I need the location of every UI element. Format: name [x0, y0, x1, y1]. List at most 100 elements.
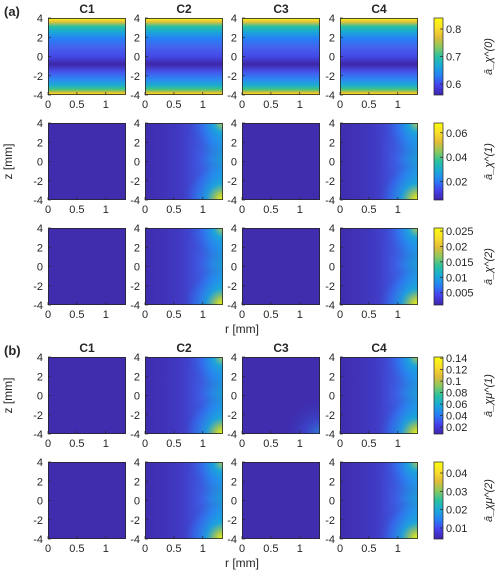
y-tick-label: 0 [37, 496, 43, 508]
colorbar-tick-label: 0.6 [446, 79, 461, 91]
y-tick-label: -2 [325, 410, 335, 422]
heatmap-corner-top [145, 123, 223, 200]
x-tick-label: 0.5 [69, 438, 84, 450]
colorbar-tick-label: 0.06 [446, 399, 467, 411]
heatmap-corner-top [340, 462, 418, 539]
heatmap-panel-row5-c3: 420-2-40 0.5 1 [227, 457, 320, 555]
y-tick-label: 4 [231, 223, 237, 235]
x-tick-label: 0 [239, 309, 245, 321]
x-tick-label: 0 [142, 204, 148, 216]
y-tick-label: 2 [134, 32, 140, 44]
x-tick-label: 0.5 [361, 204, 376, 216]
x-tick-label: 1 [395, 204, 401, 216]
y-tick-label: 4 [134, 118, 140, 130]
y-tick-label: -4 [33, 195, 43, 207]
heatmap-panel-row3-c4: 420-2-40 0.5 1 [325, 223, 418, 321]
y-tick-label: 4 [231, 118, 237, 130]
colorbar [433, 356, 444, 435]
y-tick-label: 2 [134, 476, 140, 488]
y-tick-label: -2 [33, 515, 43, 527]
heatmap-panel-row1-c4: 420-2-40 0.5 1 [325, 13, 418, 111]
y-tick-label: -4 [325, 195, 335, 207]
colorbar-label: ā_χ^(1) [483, 143, 495, 180]
x-tick-label: 0 [142, 99, 148, 111]
y-tick-label: 2 [37, 137, 43, 149]
y-tick-label: -4 [130, 429, 140, 441]
x-tick-label: 1 [200, 543, 206, 555]
y-tick-label: -2 [33, 176, 43, 188]
column-title-c4: C4 [371, 341, 387, 355]
y-tick-label: -2 [130, 281, 140, 293]
x-tick-label: 1 [200, 309, 206, 321]
y-tick-label: -2 [130, 515, 140, 527]
y-tick-label: 0 [329, 262, 335, 274]
y-tick-label: 0 [231, 262, 237, 274]
y-tick-label: -2 [130, 176, 140, 188]
x-tick-label: 0.5 [166, 204, 181, 216]
heatmap-corner-top [145, 228, 223, 305]
x-tick-label: 1 [103, 543, 109, 555]
x-tick-label: 0.5 [263, 309, 278, 321]
y-tick-label: 4 [329, 457, 335, 469]
y-tick-label: 0 [329, 52, 335, 64]
y-tick-label: 2 [329, 476, 335, 488]
x-tick-label: 0 [337, 543, 343, 555]
colorbar-tick-label: 0.005 [446, 288, 474, 300]
x-tick-label: 0.5 [361, 309, 376, 321]
y-tick-label: -2 [227, 281, 237, 293]
heatmap-corner-top [145, 357, 223, 434]
y-tick-label: -2 [325, 71, 335, 83]
y-tick-label: -2 [325, 281, 335, 293]
x-tick-label: 0.5 [361, 543, 376, 555]
colorbar [433, 227, 444, 306]
x-tick-label: 0.5 [69, 204, 84, 216]
x-tick-label: 0 [45, 543, 51, 555]
y-tick-label: -4 [33, 429, 43, 441]
y-tick-label: 4 [37, 13, 43, 25]
column-title-c2: C2 [176, 341, 192, 355]
heatmap-panel-row4-c3: 420-2-40 0.5 1 [227, 352, 320, 450]
colorbar-tick-label: 0.02 [446, 505, 467, 517]
x-tick-label: 1 [103, 309, 109, 321]
y-tick-label: -4 [325, 429, 335, 441]
y-tick-label: 0 [231, 496, 237, 508]
y-tick-label: 0 [37, 52, 43, 64]
heatmap-panel-row5-c2: 420-2-40 0.5 1 [130, 457, 223, 555]
y-tick-label: -2 [33, 281, 43, 293]
y-tick-label: -4 [227, 90, 237, 102]
y-tick-label: -4 [325, 534, 335, 546]
colorbar-tick-label: 0.12 [446, 365, 467, 377]
y-tick-label: -4 [227, 534, 237, 546]
heatmap-panel-row4-c4: 420-2-40 0.5 1 [325, 352, 418, 450]
y-tick-label: 2 [134, 242, 140, 254]
y-tick-label: 2 [231, 32, 237, 44]
heatmap-field [242, 228, 320, 305]
colorbar-tick-label: 0.03 [446, 486, 467, 498]
y-tick-label: 0 [37, 157, 43, 169]
colorbar-label: ā_χ^(2) [483, 248, 495, 285]
x-tick-label: 0 [45, 99, 51, 111]
y-tick-label: 0 [37, 391, 43, 403]
x-tick-label: 1 [103, 99, 109, 111]
x-tick-label: 0 [337, 309, 343, 321]
x-tick-label: 1 [395, 99, 401, 111]
heatmap-panel-row4-c2: 420-2-40 0.5 1 [130, 352, 223, 450]
x-tick-label: 1 [297, 438, 303, 450]
y-tick-label: -2 [227, 515, 237, 527]
y-tick-label: 2 [231, 371, 237, 383]
x-tick-label: 1 [103, 204, 109, 216]
y-tick-label: 0 [134, 52, 140, 64]
y-tick-label: -4 [130, 300, 140, 312]
heatmap-field [242, 462, 320, 539]
column-title-c3: C3 [273, 2, 289, 16]
y-tick-label: 0 [37, 262, 43, 274]
y-tick-label: 4 [134, 352, 140, 364]
y-tick-label: 0 [231, 391, 237, 403]
heatmap-corner-top [340, 228, 418, 305]
heatmap-corner-top [340, 123, 418, 200]
y-tick-label: -2 [130, 71, 140, 83]
y-tick-label: 0 [329, 496, 335, 508]
y-tick-label: 2 [37, 242, 43, 254]
colorbar-row4: 0.140.120.10.080.060.040.02 ā_χμ^(1) [433, 353, 495, 435]
y-tick-label: 2 [329, 242, 335, 254]
